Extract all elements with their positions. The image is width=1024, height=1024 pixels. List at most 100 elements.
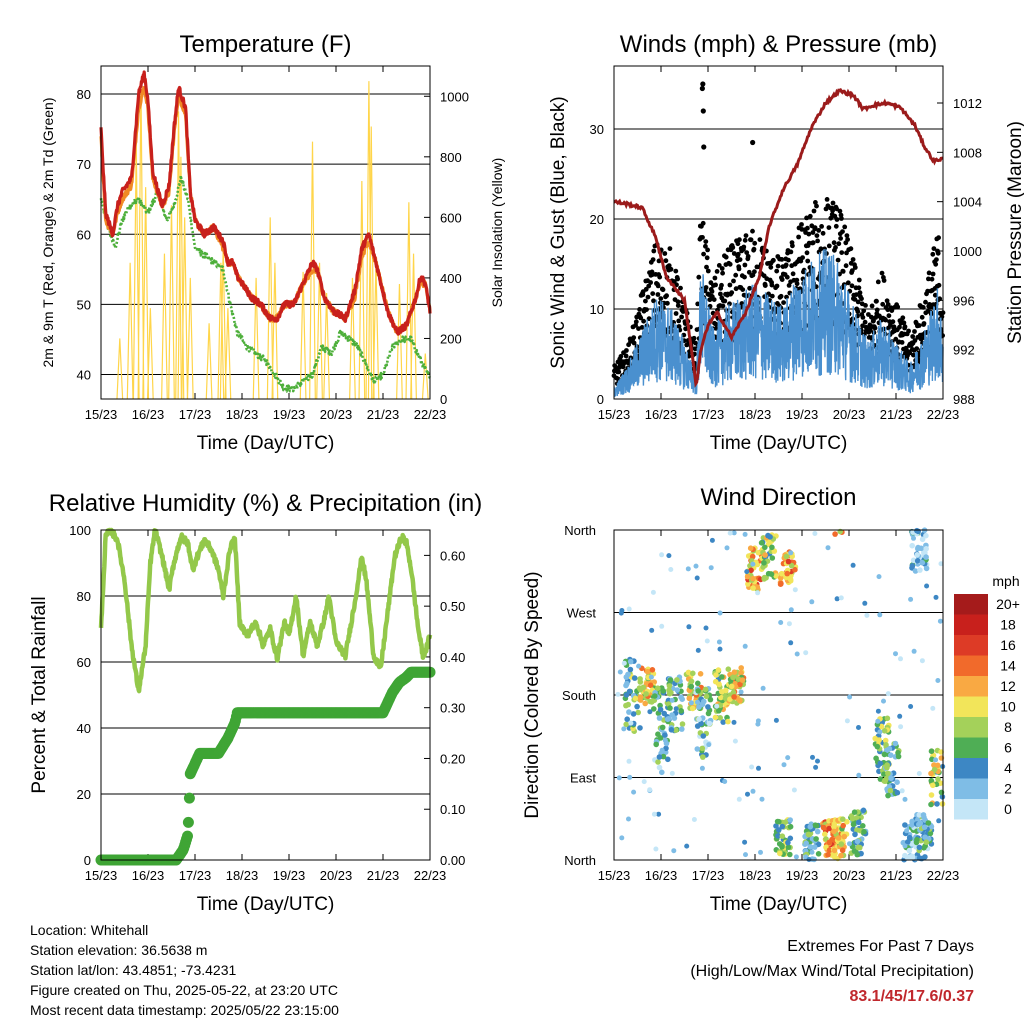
gust-point [786,257,791,263]
gust-point [730,245,736,250]
direction-point [909,841,915,847]
direction-point [922,854,928,860]
direction-point [626,606,632,612]
legend-label: 0 [1004,801,1012,817]
x-tick-label: 17/23 [692,868,725,883]
gust-point [748,237,754,243]
gust-point [700,235,705,240]
direction-point [720,719,726,725]
direction-point [906,847,913,854]
direction-point [825,545,831,551]
y-right-tick-label: 1000 [440,89,469,104]
direction-point [787,851,793,858]
direction-point [894,789,901,796]
direction-point [623,692,630,698]
gust-point [910,334,916,339]
gust-point [733,272,739,278]
gust-point [831,240,837,246]
direction-point [716,681,722,688]
gust-point [631,335,637,340]
solar-spike [349,277,356,400]
direction-point [928,748,935,754]
legend-swatch [954,799,988,820]
gust-point [703,243,708,249]
x-axis-label: Time (Day/UTC) [710,894,848,915]
direction-point [657,706,664,713]
direction-point [689,705,696,712]
direction-point [725,666,732,672]
x-tick-label: 20/23 [320,407,353,422]
direction-point [626,709,632,715]
gust-point [921,321,927,326]
legend-label: 8 [1004,719,1012,735]
gust-point [850,257,856,262]
figure-created: Figure created on Thu, 2025-05-22, at 23… [30,982,338,998]
x-tick-label: 15/23 [85,868,118,883]
solar-spike [142,187,150,400]
station-elevation: Station elevation: 36.5638 m [30,942,208,958]
direction-point [852,831,858,838]
direction-point [694,746,701,752]
x-tick-label: 16/23 [132,868,165,883]
direction-point [765,532,771,539]
direction-point [934,801,940,807]
direction-point [649,699,655,705]
y-tick-label: 0 [597,392,604,407]
direction-point [686,624,692,630]
gust-point [713,282,718,288]
gust-point [837,271,842,277]
gust-point [828,215,834,221]
direction-point [777,850,783,857]
direction-point [854,838,861,845]
direction-point [686,695,693,702]
direction-point [637,694,644,700]
legend-swatch [954,778,988,799]
gust-point [813,200,818,205]
direction-point [760,685,766,691]
gust-point [774,283,780,289]
gust-point [820,230,826,236]
direction-point [749,553,756,560]
direction-point [908,704,914,709]
gust-point [644,307,649,312]
y-right-tick-label: 0.30 [440,701,465,716]
direction-point [894,779,900,785]
legend-title: mph [992,573,1019,589]
gust-point [911,352,916,358]
direction-point [919,559,926,566]
y-right-tick-label: 0.20 [440,751,465,766]
gust-point [655,292,661,297]
direction-point [933,594,939,600]
direction-point [700,754,706,760]
direction-point [791,787,797,793]
x-tick-label: 17/23 [179,407,212,422]
direction-point [815,841,822,848]
direction-point [621,660,627,666]
direction-point [632,695,639,702]
direction-point [835,835,842,841]
direction-point [826,847,833,853]
gust-point [679,314,684,320]
gust-point [775,263,781,269]
legend-label: 2 [1004,781,1012,797]
gust-point [806,231,812,237]
direction-point [707,696,714,703]
gust-point [675,299,681,305]
direction-point [651,706,657,712]
gust-point [830,200,836,206]
gust-point [814,203,819,209]
direction-point [762,544,768,551]
x-tick-label: 19/23 [273,868,306,883]
gust-point [816,228,822,233]
wind-series [613,249,944,398]
direction-point [820,824,827,831]
gust-point [719,266,725,271]
direction-point [885,770,891,777]
direction-point [935,762,941,769]
direction-point [626,758,632,764]
gust-point [836,241,842,247]
gust-point [857,290,863,296]
gust-point [719,282,724,288]
direction-point [769,555,776,561]
